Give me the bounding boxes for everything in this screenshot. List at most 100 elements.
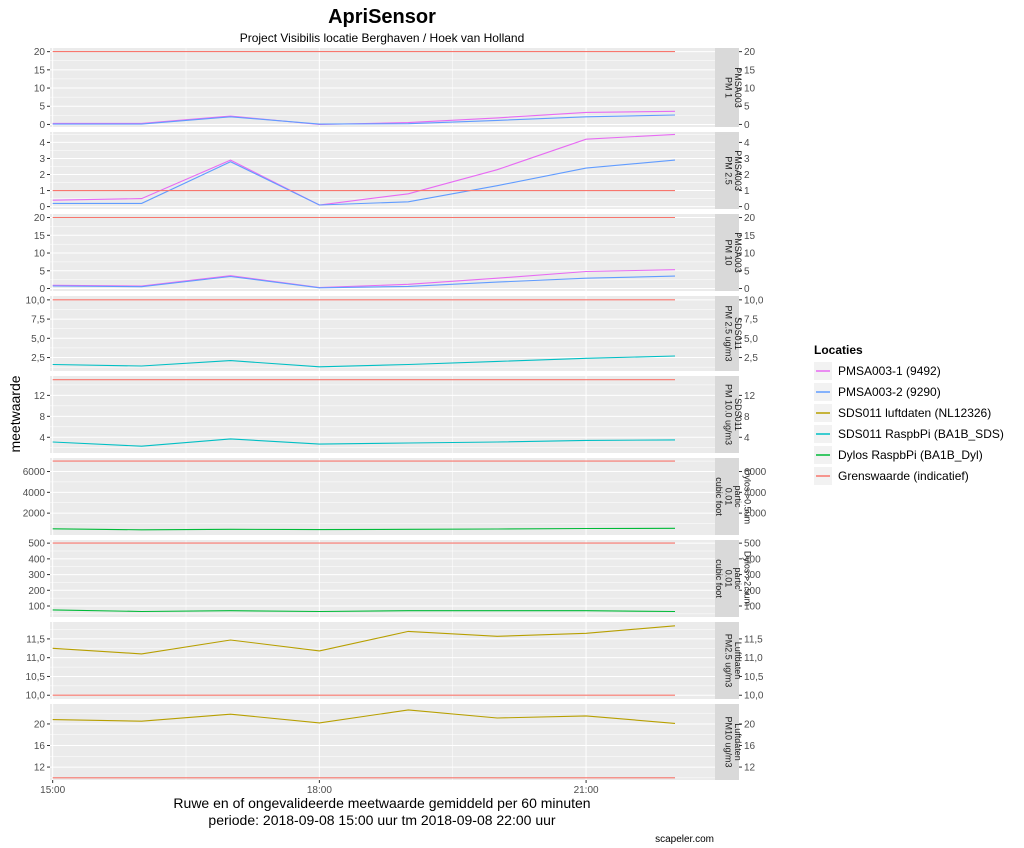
y-tick-label: 4 [39, 138, 45, 149]
y-tick-label: 0 [39, 120, 45, 131]
panel-background [50, 48, 715, 127]
y-tick-label: 7,5 [744, 315, 758, 326]
y-tick-label: 10 [744, 84, 756, 95]
y-tick-label: 6000 [23, 467, 46, 478]
y-tick-label: 5 [744, 266, 750, 277]
facet-strip-label: Dylos >2.5um [742, 551, 752, 606]
y-tick-label: 2 [39, 170, 45, 181]
y-tick-label: 10 [34, 249, 46, 260]
series-line [52, 159, 676, 206]
y-axis-label: meetwaarde [7, 375, 23, 452]
y-tick-label: 12 [34, 391, 46, 402]
y-tick-label: 10 [34, 84, 46, 95]
y-tick-label: 15 [34, 65, 46, 76]
panel-background [50, 132, 715, 209]
facet-strip-label: cubic foot [714, 559, 724, 598]
caption-line-1: Ruwe en of ongevalideerde meetwaarde gem… [173, 795, 590, 811]
panel-background [50, 376, 715, 453]
series-line [52, 709, 676, 724]
legend-background [808, 335, 1022, 490]
y-tick-label: 12 [744, 391, 756, 402]
y-tick-label: 2000 [23, 509, 46, 520]
facet-strip [715, 48, 739, 127]
panel-background [50, 704, 715, 780]
facet-strip [715, 132, 739, 209]
facet-strip [715, 376, 739, 453]
caption-line-2: periode: 2018-09-08 15:00 uur tm 2018-09… [208, 812, 555, 828]
x-axis: 15:00 18:00 21:00 [40, 780, 599, 796]
y-tick-label: 200 [744, 586, 761, 597]
facet-strip-label: PMSA003 [733, 150, 743, 191]
y-tick-label: 10,0 [744, 691, 764, 702]
y-tick-label: 16 [34, 741, 46, 752]
y-tick-label: 5 [39, 102, 45, 113]
y-tick-label: 5 [39, 266, 45, 277]
facet-strip-label: Luftdaten [733, 723, 743, 761]
y-tick-label: 10,0 [26, 295, 46, 306]
legend-item-label: SDS011 luftdaten (NL12326) [838, 406, 991, 420]
facet-strip-label: PM 2.5 [723, 156, 733, 185]
y-tick-label: 4 [744, 433, 750, 444]
y-tick-label: 3 [744, 154, 750, 165]
chart-title: ApriSensor [328, 6, 436, 28]
y-tick-label: 0 [39, 284, 45, 295]
facet-strip [715, 296, 739, 371]
y-tick-label: 16 [744, 741, 756, 752]
y-tick-label: 8 [39, 412, 45, 423]
facet-strip-label: PM10 ug/m3 [723, 716, 733, 767]
panel-background [50, 622, 715, 699]
facet-strip-label: PM 10.0 ug/m3 [723, 384, 733, 445]
series-line [52, 527, 676, 531]
legend-item-label: PMSA003-2 (9290) [838, 385, 941, 399]
y-tick-label: 5,0 [744, 334, 758, 345]
y-tick-label: 2,5 [31, 353, 45, 364]
y-tick-label: 0 [39, 202, 45, 213]
legend-item-label: Grenswaarde (indicatief) [838, 469, 969, 483]
y-tick-label: 100 [744, 602, 761, 613]
legend-item-label: SDS011 RaspbPi (BA1B_SDS) [838, 427, 1004, 441]
x-tick-label: 21:00 [574, 785, 599, 796]
facet-strip [715, 704, 739, 780]
facet-strip-label: SDS011 [733, 398, 743, 431]
y-tick-label: 0 [744, 202, 750, 213]
facet-strip-label: Luftdaten [733, 642, 743, 680]
y-tick-label: 12 [744, 763, 756, 774]
facet-strip-label: PMSA003 [733, 67, 743, 108]
y-tick-label: 4000 [23, 488, 46, 499]
facet-strip-label: partic [733, 567, 743, 590]
series-line [52, 133, 676, 206]
y-tick-label: 20 [34, 719, 46, 730]
panel-background [50, 296, 715, 371]
series-line [52, 355, 676, 368]
facet-strip-label: PMSA003 [733, 232, 743, 273]
y-tick-label: 15 [34, 231, 46, 242]
y-tick-label: 2 [744, 170, 750, 181]
facet-strip [715, 622, 739, 699]
y-tick-label: 500 [744, 539, 761, 550]
y-tick-label: 15 [744, 231, 756, 242]
y-tick-label: 10,5 [26, 672, 46, 683]
series-line [52, 625, 676, 655]
legend-item-label: Dylos RaspbPi (BA1B_Dyl) [838, 448, 983, 462]
facet-strip-label: 0.01 [723, 488, 733, 506]
y-tick-label: 8 [744, 412, 750, 423]
panel-background [50, 540, 715, 617]
y-tick-label: 2000 [744, 509, 767, 520]
facet-strip-label: 0.01 [723, 570, 733, 588]
series-line [52, 269, 676, 289]
y-tick-label: 0 [744, 284, 750, 295]
legend-title: Locaties [814, 343, 863, 357]
y-tick-label: 5 [744, 102, 750, 113]
y-tick-label: 1 [39, 186, 45, 197]
y-tick-label: 400 [744, 554, 761, 565]
y-tick-label: 20 [744, 47, 756, 58]
y-tick-label: 3 [39, 154, 45, 165]
y-tick-label: 10,0 [26, 691, 46, 702]
y-tick-label: 400 [28, 554, 45, 565]
facet-strip-label: Dylos >0.5um [742, 469, 752, 524]
